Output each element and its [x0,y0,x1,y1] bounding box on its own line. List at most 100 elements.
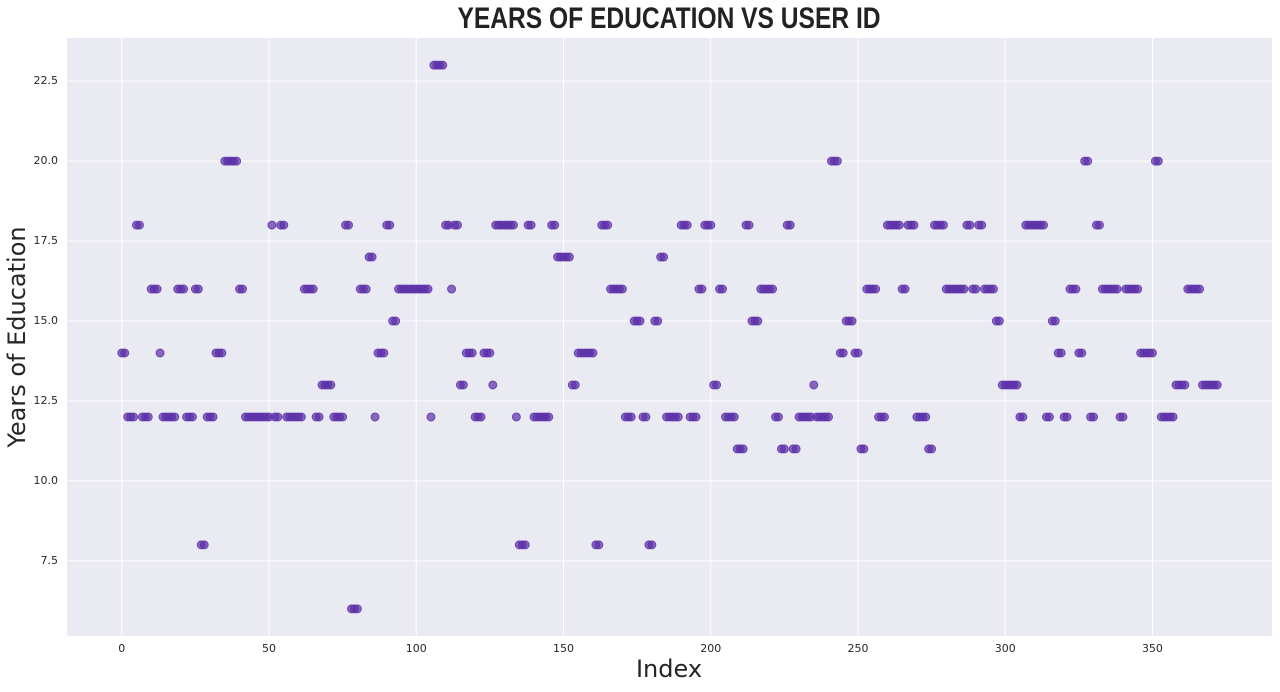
point [352,604,362,614]
point [193,284,203,294]
x-tick-label: 350 [1142,642,1163,655]
point [279,220,289,230]
point [809,380,819,390]
point [179,284,189,294]
points [117,60,1222,614]
point [1089,412,1099,422]
point [977,220,987,230]
y-axis-label: Years of Education [3,226,31,448]
point [682,220,692,230]
point [603,220,613,230]
point [511,412,521,422]
point [706,220,716,230]
point [544,412,554,422]
point [900,284,910,294]
point [379,348,389,358]
point [1094,220,1104,230]
y-tick-label: 12.5 [34,394,59,407]
point [768,284,778,294]
x-tick-label: 300 [995,642,1016,655]
point [447,284,457,294]
point [779,444,789,454]
point [308,284,318,294]
point [467,348,477,358]
point [594,540,604,550]
point [129,412,139,422]
point [909,220,919,230]
point [485,348,495,358]
point [423,284,433,294]
point [170,412,180,422]
point [838,348,848,358]
point [452,220,462,230]
x-tick-label: 100 [406,642,427,655]
point [635,316,645,326]
point [965,220,975,230]
point [385,220,395,230]
point [959,284,969,294]
point [879,412,889,422]
point [647,540,657,550]
point [712,380,722,390]
point [927,444,937,454]
point [1018,412,1028,422]
point [744,220,754,230]
point [238,284,248,294]
point [921,412,931,422]
point [267,220,277,230]
labels: 0 50 100 150 200 250 300 350 7.5 10.0 12.5 15.0 17.5… [34,74,1163,655]
point [691,412,701,422]
point [361,284,371,294]
point [853,348,863,358]
point [199,540,209,550]
point [653,316,663,326]
y-tick-label: 22.5 [34,74,59,87]
point [971,284,981,294]
point [273,412,283,422]
point [296,412,306,422]
x-tick-label: 50 [262,642,276,655]
point [134,220,144,230]
point [1212,380,1222,390]
y-tick-label: 17.5 [34,234,59,247]
point [232,156,242,166]
chart-title: YEARS OF EDUCATION VS USER ID [457,1,880,35]
grid [67,38,1272,636]
y-tick-label: 15.0 [34,314,59,327]
x-tick-label: 200 [700,642,721,655]
point [1153,156,1163,166]
point [550,220,560,230]
point [1038,220,1048,230]
point [570,380,580,390]
point [1050,316,1060,326]
x-tick-label: 150 [553,642,574,655]
point [120,348,130,358]
point [217,348,227,358]
point [791,444,801,454]
x-tick-label: 250 [847,642,868,655]
point [641,412,651,422]
point [988,284,998,294]
point [773,412,783,422]
point [370,412,380,422]
point [832,156,842,166]
point [1118,412,1128,422]
point [626,412,636,422]
point [617,284,627,294]
point [729,412,739,422]
point [1195,284,1205,294]
point [338,412,348,422]
y-tick-label: 20.0 [34,154,59,167]
point [1112,284,1122,294]
point [738,444,748,454]
point [697,284,707,294]
point [1147,348,1157,358]
point [673,412,683,422]
point [1056,348,1066,358]
point [1168,412,1178,422]
point [314,412,324,422]
point [847,316,857,326]
point [659,252,669,262]
